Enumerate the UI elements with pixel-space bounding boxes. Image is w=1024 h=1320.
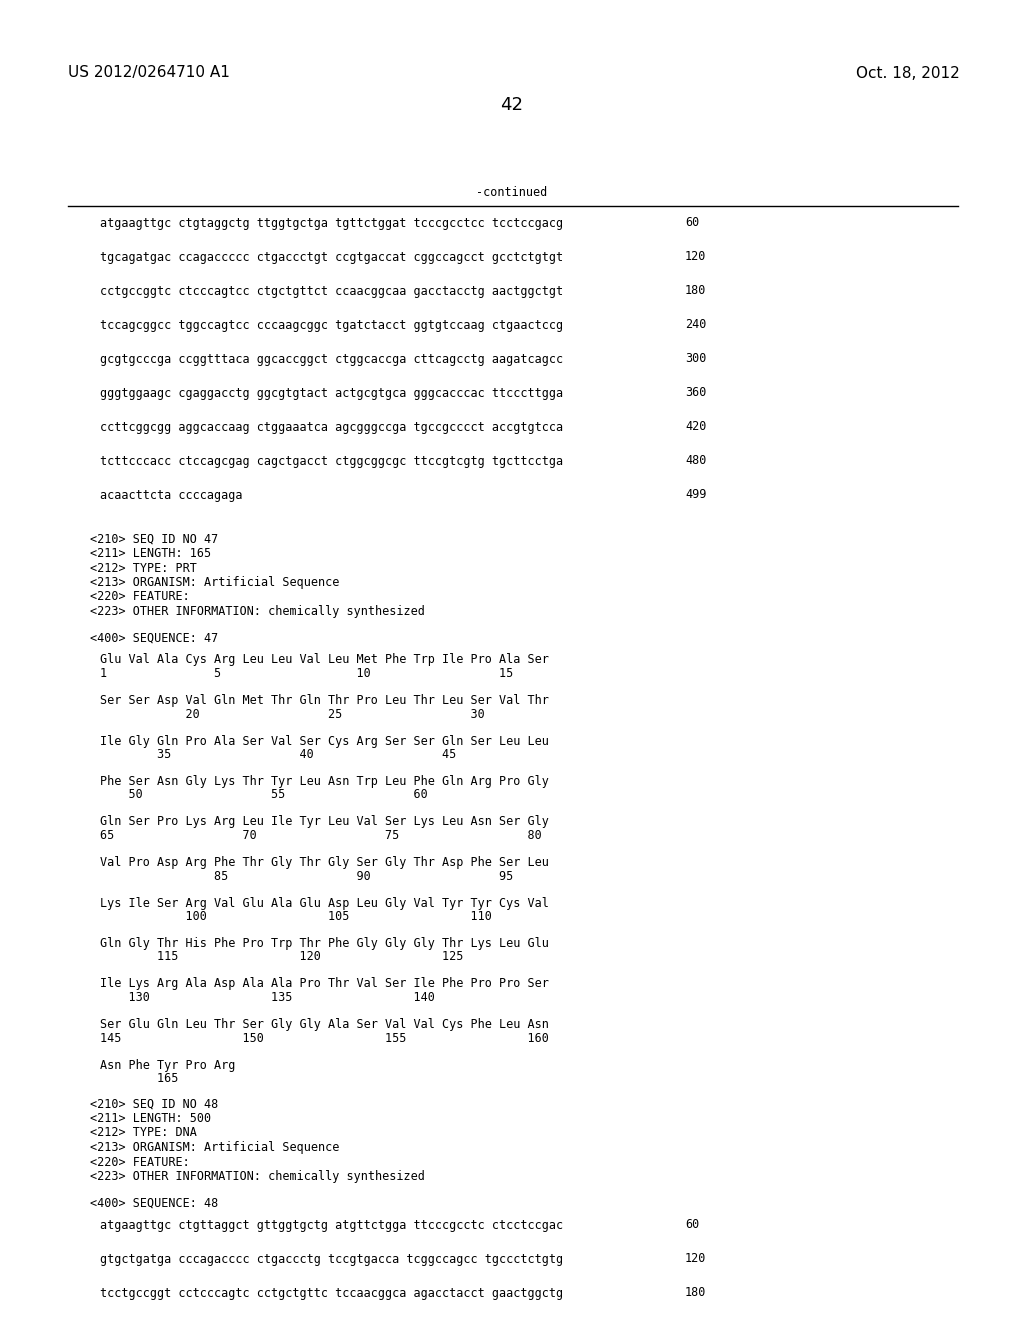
Text: Gln Gly Thr His Phe Pro Trp Thr Phe Gly Gly Gly Thr Lys Leu Glu: Gln Gly Thr His Phe Pro Trp Thr Phe Gly … <box>100 937 549 950</box>
Text: Ser Glu Gln Leu Thr Ser Gly Gly Ala Ser Val Val Cys Phe Leu Asn: Ser Glu Gln Leu Thr Ser Gly Gly Ala Ser … <box>100 1018 549 1031</box>
Text: gggtggaagc cgaggacctg ggcgtgtact actgcgtgca gggcacccac ttcccttgga: gggtggaagc cgaggacctg ggcgtgtact actgcgt… <box>100 387 563 400</box>
Text: 35                  40                  45: 35 40 45 <box>100 748 457 762</box>
Text: 20                  25                  30: 20 25 30 <box>100 708 484 721</box>
Text: <400> SEQUENCE: 48: <400> SEQUENCE: 48 <box>90 1196 218 1209</box>
Text: 60: 60 <box>685 216 699 230</box>
Text: 145                 150                 155                 160: 145 150 155 160 <box>100 1031 549 1044</box>
Text: 180: 180 <box>685 1287 707 1299</box>
Text: Oct. 18, 2012: Oct. 18, 2012 <box>856 66 961 81</box>
Text: Lys Ile Ser Arg Val Glu Ala Glu Asp Leu Gly Val Tyr Tyr Cys Val: Lys Ile Ser Arg Val Glu Ala Glu Asp Leu … <box>100 896 549 909</box>
Text: ccttcggcgg aggcaccaag ctggaaatca agcgggccga tgccgcccct accgtgtcca: ccttcggcgg aggcaccaag ctggaaatca agcgggc… <box>100 421 563 433</box>
Text: <220> FEATURE:: <220> FEATURE: <box>90 1155 189 1168</box>
Text: Glu Val Ala Cys Arg Leu Leu Val Leu Met Phe Trp Ile Pro Ala Ser: Glu Val Ala Cys Arg Leu Leu Val Leu Met … <box>100 653 549 667</box>
Text: acaacttcta ccccagaga: acaacttcta ccccagaga <box>100 488 243 502</box>
Text: <212> TYPE: PRT: <212> TYPE: PRT <box>90 561 197 574</box>
Text: cctgccggtc ctcccagtcc ctgctgttct ccaacggcaa gacctacctg aactggctgt: cctgccggtc ctcccagtcc ctgctgttct ccaacgg… <box>100 285 563 297</box>
Text: Val Pro Asp Arg Phe Thr Gly Thr Gly Ser Gly Thr Asp Phe Ser Leu: Val Pro Asp Arg Phe Thr Gly Thr Gly Ser … <box>100 855 549 869</box>
Text: <220> FEATURE:: <220> FEATURE: <box>90 590 189 603</box>
Text: atgaagttgc ctgtaggctg ttggtgctga tgttctggat tcccgcctcc tcctccgacg: atgaagttgc ctgtaggctg ttggtgctga tgttctg… <box>100 216 563 230</box>
Text: <223> OTHER INFORMATION: chemically synthesized: <223> OTHER INFORMATION: chemically synt… <box>90 605 425 618</box>
Text: Ile Lys Arg Ala Asp Ala Ala Pro Thr Val Ser Ile Phe Pro Pro Ser: Ile Lys Arg Ala Asp Ala Ala Pro Thr Val … <box>100 978 549 990</box>
Text: Gln Ser Pro Lys Arg Leu Ile Tyr Leu Val Ser Lys Leu Asn Ser Gly: Gln Ser Pro Lys Arg Leu Ile Tyr Leu Val … <box>100 816 549 829</box>
Text: Ile Gly Gln Pro Ala Ser Val Ser Cys Arg Ser Ser Gln Ser Leu Leu: Ile Gly Gln Pro Ala Ser Val Ser Cys Arg … <box>100 734 549 747</box>
Text: atgaagttgc ctgttaggct gttggtgctg atgttctgga ttcccgcctc ctcctccgac: atgaagttgc ctgttaggct gttggtgctg atgttct… <box>100 1218 563 1232</box>
Text: 180: 180 <box>685 285 707 297</box>
Text: Asn Phe Tyr Pro Arg: Asn Phe Tyr Pro Arg <box>100 1059 236 1072</box>
Text: <223> OTHER INFORMATION: chemically synthesized: <223> OTHER INFORMATION: chemically synt… <box>90 1170 425 1183</box>
Text: <400> SEQUENCE: 47: <400> SEQUENCE: 47 <box>90 631 218 644</box>
Text: tcttcccacc ctccagcgag cagctgacct ctggcggcgc ttccgtcgtg tgcttcctga: tcttcccacc ctccagcgag cagctgacct ctggcgg… <box>100 454 563 467</box>
Text: 120: 120 <box>685 1253 707 1266</box>
Text: -continued: -continued <box>476 186 548 198</box>
Text: US 2012/0264710 A1: US 2012/0264710 A1 <box>68 66 229 81</box>
Text: 50                  55                  60: 50 55 60 <box>100 788 428 801</box>
Text: 85                  90                  95: 85 90 95 <box>100 870 513 883</box>
Text: 1               5                   10                  15: 1 5 10 15 <box>100 667 513 680</box>
Text: <213> ORGANISM: Artificial Sequence: <213> ORGANISM: Artificial Sequence <box>90 1140 339 1154</box>
Text: tgcagatgac ccagaccccc ctgaccctgt ccgtgaccat cggccagcct gcctctgtgt: tgcagatgac ccagaccccc ctgaccctgt ccgtgac… <box>100 251 563 264</box>
Text: 65                  70                  75                  80: 65 70 75 80 <box>100 829 542 842</box>
Text: 60: 60 <box>685 1218 699 1232</box>
Text: <211> LENGTH: 165: <211> LENGTH: 165 <box>90 546 211 560</box>
Text: 300: 300 <box>685 352 707 366</box>
Text: Ser Ser Asp Val Gln Met Thr Gln Thr Pro Leu Thr Leu Ser Val Thr: Ser Ser Asp Val Gln Met Thr Gln Thr Pro … <box>100 694 549 708</box>
Text: tccagcggcc tggccagtcc cccaagcggc tgatctacct ggtgtccaag ctgaactccg: tccagcggcc tggccagtcc cccaagcggc tgatcta… <box>100 318 563 331</box>
Text: 165: 165 <box>100 1072 178 1085</box>
Text: 42: 42 <box>501 96 523 114</box>
Text: 120: 120 <box>685 251 707 264</box>
Text: gtgctgatga cccagacccc ctgaccctg tccgtgacca tcggccagcc tgccctctgtg: gtgctgatga cccagacccc ctgaccctg tccgtgac… <box>100 1253 563 1266</box>
Text: tcctgccggt cctcccagtc cctgctgttc tccaacggca agacctacct gaactggctg: tcctgccggt cctcccagtc cctgctgttc tccaacg… <box>100 1287 563 1299</box>
Text: 420: 420 <box>685 421 707 433</box>
Text: Phe Ser Asn Gly Lys Thr Tyr Leu Asn Trp Leu Phe Gln Arg Pro Gly: Phe Ser Asn Gly Lys Thr Tyr Leu Asn Trp … <box>100 775 549 788</box>
Text: 499: 499 <box>685 488 707 502</box>
Text: 115                 120                 125: 115 120 125 <box>100 950 464 964</box>
Text: 240: 240 <box>685 318 707 331</box>
Text: 100                 105                 110: 100 105 110 <box>100 909 492 923</box>
Text: 130                 135                 140: 130 135 140 <box>100 991 435 1005</box>
Text: <210> SEQ ID NO 48: <210> SEQ ID NO 48 <box>90 1097 218 1110</box>
Text: gcgtgcccga ccggtttaca ggcaccggct ctggcaccga cttcagcctg aagatcagcc: gcgtgcccga ccggtttaca ggcaccggct ctggcac… <box>100 352 563 366</box>
Text: <210> SEQ ID NO 47: <210> SEQ ID NO 47 <box>90 532 218 545</box>
Text: <212> TYPE: DNA: <212> TYPE: DNA <box>90 1126 197 1139</box>
Text: 360: 360 <box>685 387 707 400</box>
Text: <211> LENGTH: 500: <211> LENGTH: 500 <box>90 1111 211 1125</box>
Text: 480: 480 <box>685 454 707 467</box>
Text: <213> ORGANISM: Artificial Sequence: <213> ORGANISM: Artificial Sequence <box>90 576 339 589</box>
